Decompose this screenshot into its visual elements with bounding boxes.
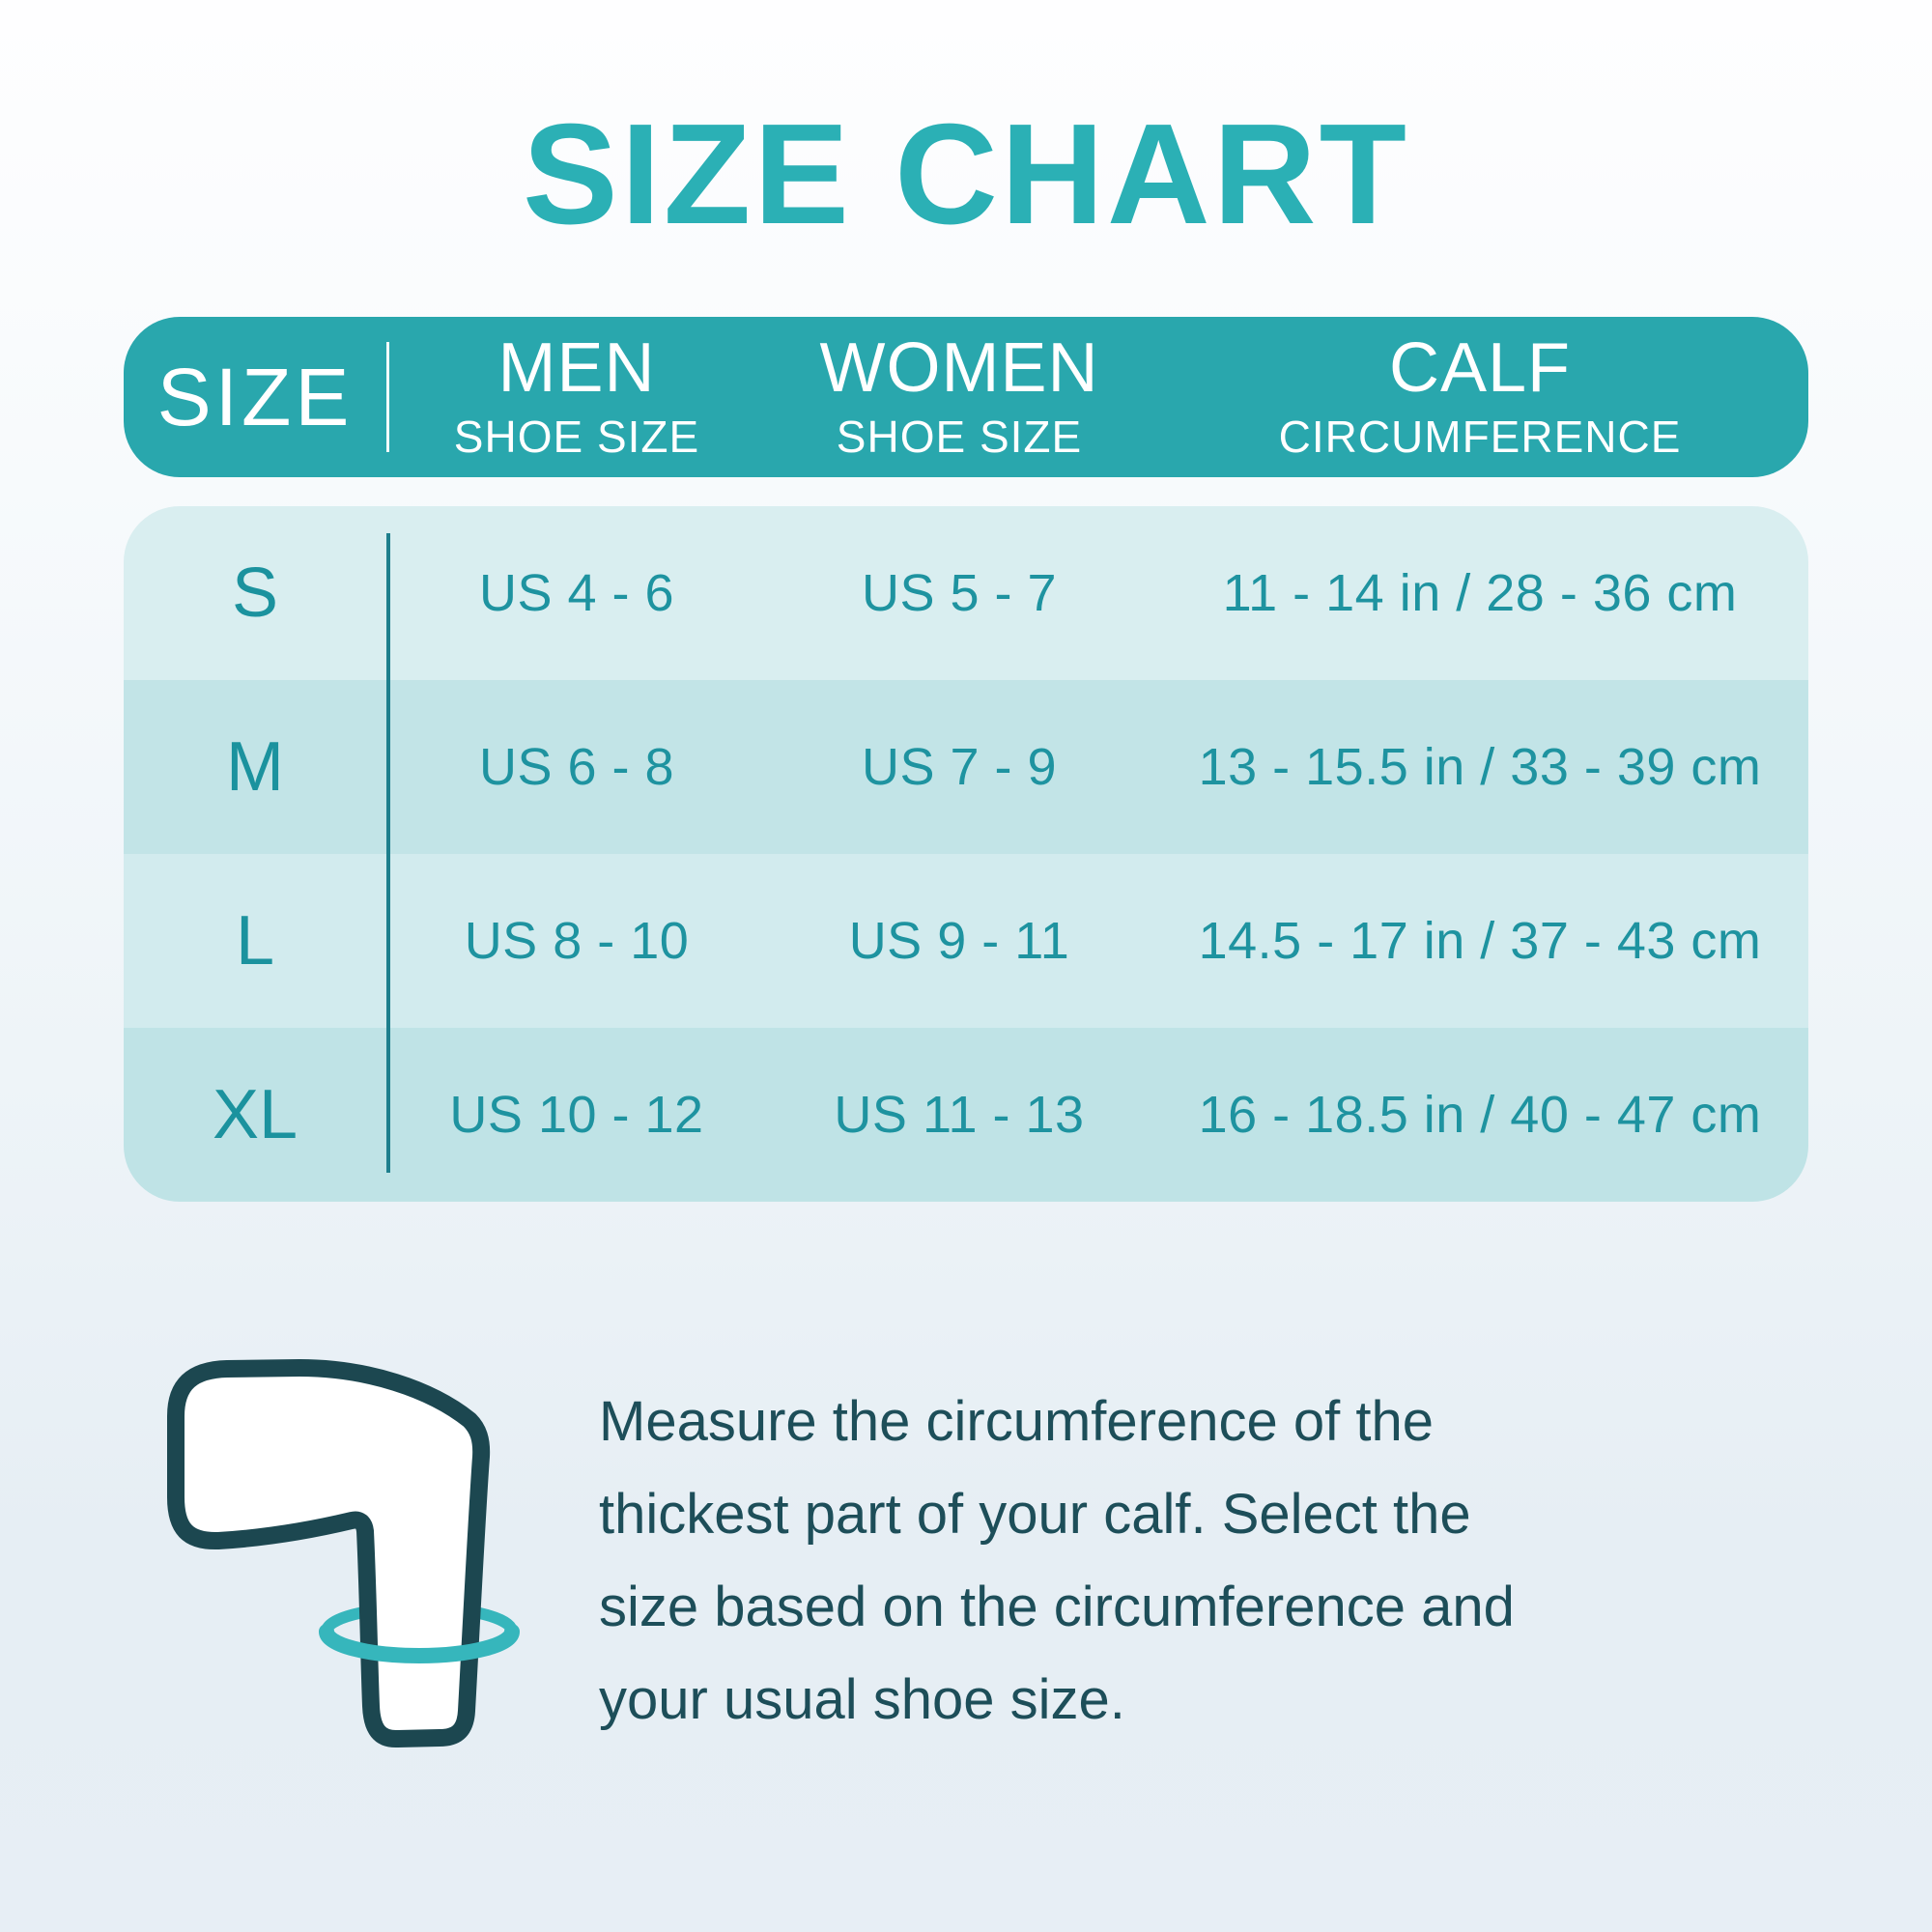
calf-circumference-value: 14.5 - 17 in / 37 - 43 cm bbox=[1198, 912, 1762, 970]
size-label: L bbox=[235, 902, 275, 980]
size-label: S bbox=[231, 554, 279, 632]
size-label: XL bbox=[212, 1076, 298, 1153]
calf-circumference-value: 11 - 14 in / 28 - 36 cm bbox=[1222, 564, 1738, 622]
men-shoe-size-value: US 4 - 6 bbox=[478, 564, 675, 622]
column-header-men: MEN bbox=[497, 329, 656, 407]
measurement-note: Measure the circumference of the thickes… bbox=[599, 1376, 1777, 1747]
column-subheader-men: SHOE SIZE bbox=[453, 412, 700, 462]
table-header: SIZE MEN SHOE SIZE WOMEN SHOE SIZE CALF … bbox=[124, 317, 1808, 477]
note-line: Measure the circumference of the bbox=[599, 1390, 1434, 1453]
men-shoe-size-value: US 10 - 12 bbox=[449, 1086, 704, 1144]
column-header-calf: CALF bbox=[1388, 329, 1572, 407]
column-header-women: WOMEN bbox=[819, 329, 1099, 407]
calf-circumference-value: 16 - 18.5 in / 40 - 47 cm bbox=[1198, 1086, 1762, 1144]
men-shoe-size-value: US 8 - 10 bbox=[464, 912, 690, 970]
table-row-s: S US 4 - 6 US 5 - 7 11 - 14 in / 28 - 36… bbox=[124, 506, 1808, 680]
column-subheader-calf: CIRCUMFERENCE bbox=[1278, 412, 1682, 462]
women-shoe-size-value: US 5 - 7 bbox=[861, 564, 1058, 622]
women-shoe-size-value: US 11 - 13 bbox=[834, 1086, 1085, 1144]
calf-circumference-value: 13 - 15.5 in / 33 - 39 cm bbox=[1198, 738, 1762, 796]
size-label: M bbox=[226, 728, 284, 806]
page-title: SIZE CHART bbox=[523, 95, 1409, 254]
column-header-size: SIZE bbox=[156, 351, 354, 442]
note-line: your usual shoe size. bbox=[599, 1668, 1125, 1731]
measuring-band-front-icon bbox=[319, 1624, 520, 1663]
header-column-divider bbox=[386, 342, 389, 452]
table-row-m: M US 6 - 8 US 7 - 9 13 - 15.5 in / 33 - … bbox=[124, 680, 1808, 854]
table-row-xl: XL US 10 - 12 US 11 - 13 16 - 18.5 in / … bbox=[124, 1028, 1808, 1202]
calf-measurement-illustration bbox=[167, 1359, 520, 1747]
women-shoe-size-value: US 7 - 9 bbox=[861, 738, 1058, 796]
men-shoe-size-value: US 6 - 8 bbox=[478, 738, 675, 796]
table-body: S US 4 - 6 US 5 - 7 11 - 14 in / 28 - 36… bbox=[124, 506, 1808, 1202]
women-shoe-size-value: US 9 - 11 bbox=[848, 912, 1070, 970]
note-line: size based on the circumference and bbox=[599, 1576, 1515, 1638]
body-column-divider bbox=[386, 533, 390, 1173]
leg-icon bbox=[167, 1359, 491, 1747]
table-row-l: L US 8 - 10 US 9 - 11 14.5 - 17 in / 37 … bbox=[124, 854, 1808, 1028]
note-line: thickest part of your calf. Select the bbox=[599, 1483, 1471, 1546]
column-subheader-women: SHOE SIZE bbox=[836, 412, 1083, 462]
